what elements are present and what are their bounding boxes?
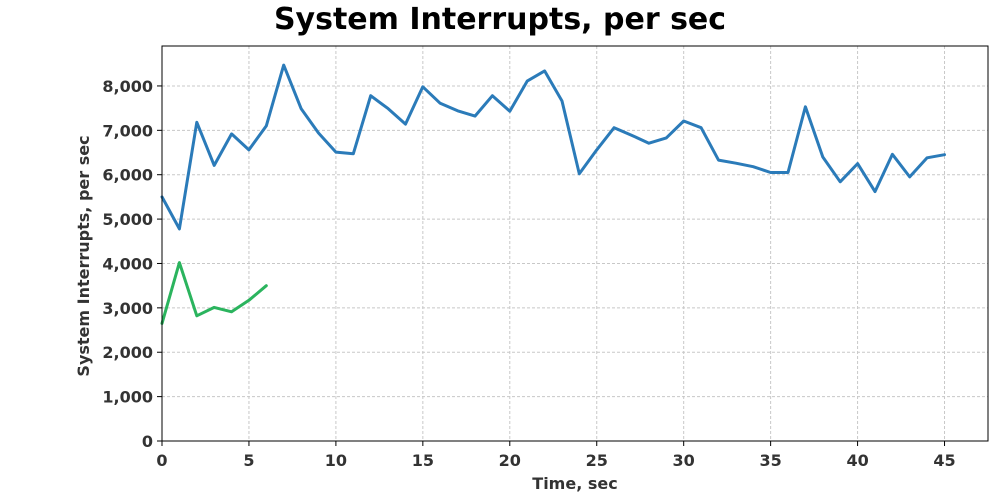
y-tick-label: 4,000 xyxy=(102,254,153,273)
y-tick-label: 2,000 xyxy=(102,343,153,362)
x-tick-label: 45 xyxy=(933,451,955,470)
series-layer xyxy=(160,63,946,325)
y-tick-label: 8,000 xyxy=(102,77,153,96)
x-tick-label: 0 xyxy=(156,451,167,470)
series-line-1 xyxy=(160,63,946,231)
x-tick-label: 10 xyxy=(325,451,347,470)
y-axis-ticks: 0 1,000 2,000 3,000 4,000 5,000 6,000 7,000 8,00… xyxy=(102,77,162,451)
x-tick-label: 25 xyxy=(586,451,608,470)
x-tick-label: 20 xyxy=(499,451,521,470)
y-tick-label: 5,000 xyxy=(102,210,153,229)
chart-title: System Interrupts, per sec xyxy=(274,2,726,37)
x-tick-label: 30 xyxy=(673,451,695,470)
y-tick-label: 3,000 xyxy=(102,299,153,318)
y-tick-label: 6,000 xyxy=(102,166,153,185)
x-axis-label: Time, sec xyxy=(532,474,617,493)
y-tick-label: 0 xyxy=(142,432,153,451)
x-axis-ticks: 0 5 10 15 20 25 30 35 40 45 xyxy=(156,441,956,470)
plot-frame xyxy=(161,45,989,442)
x-tick-label: 35 xyxy=(759,451,781,470)
y-axis-label: System Interrupts, per sec xyxy=(74,135,93,376)
x-tick-label: 40 xyxy=(846,451,868,470)
grid xyxy=(161,46,988,442)
x-tick-label: 5 xyxy=(243,451,254,470)
x-tick-label: 15 xyxy=(412,451,434,470)
y-tick-label: 1,000 xyxy=(102,388,153,407)
series-line-2 xyxy=(160,261,268,325)
y-tick-label: 7,000 xyxy=(102,121,153,140)
